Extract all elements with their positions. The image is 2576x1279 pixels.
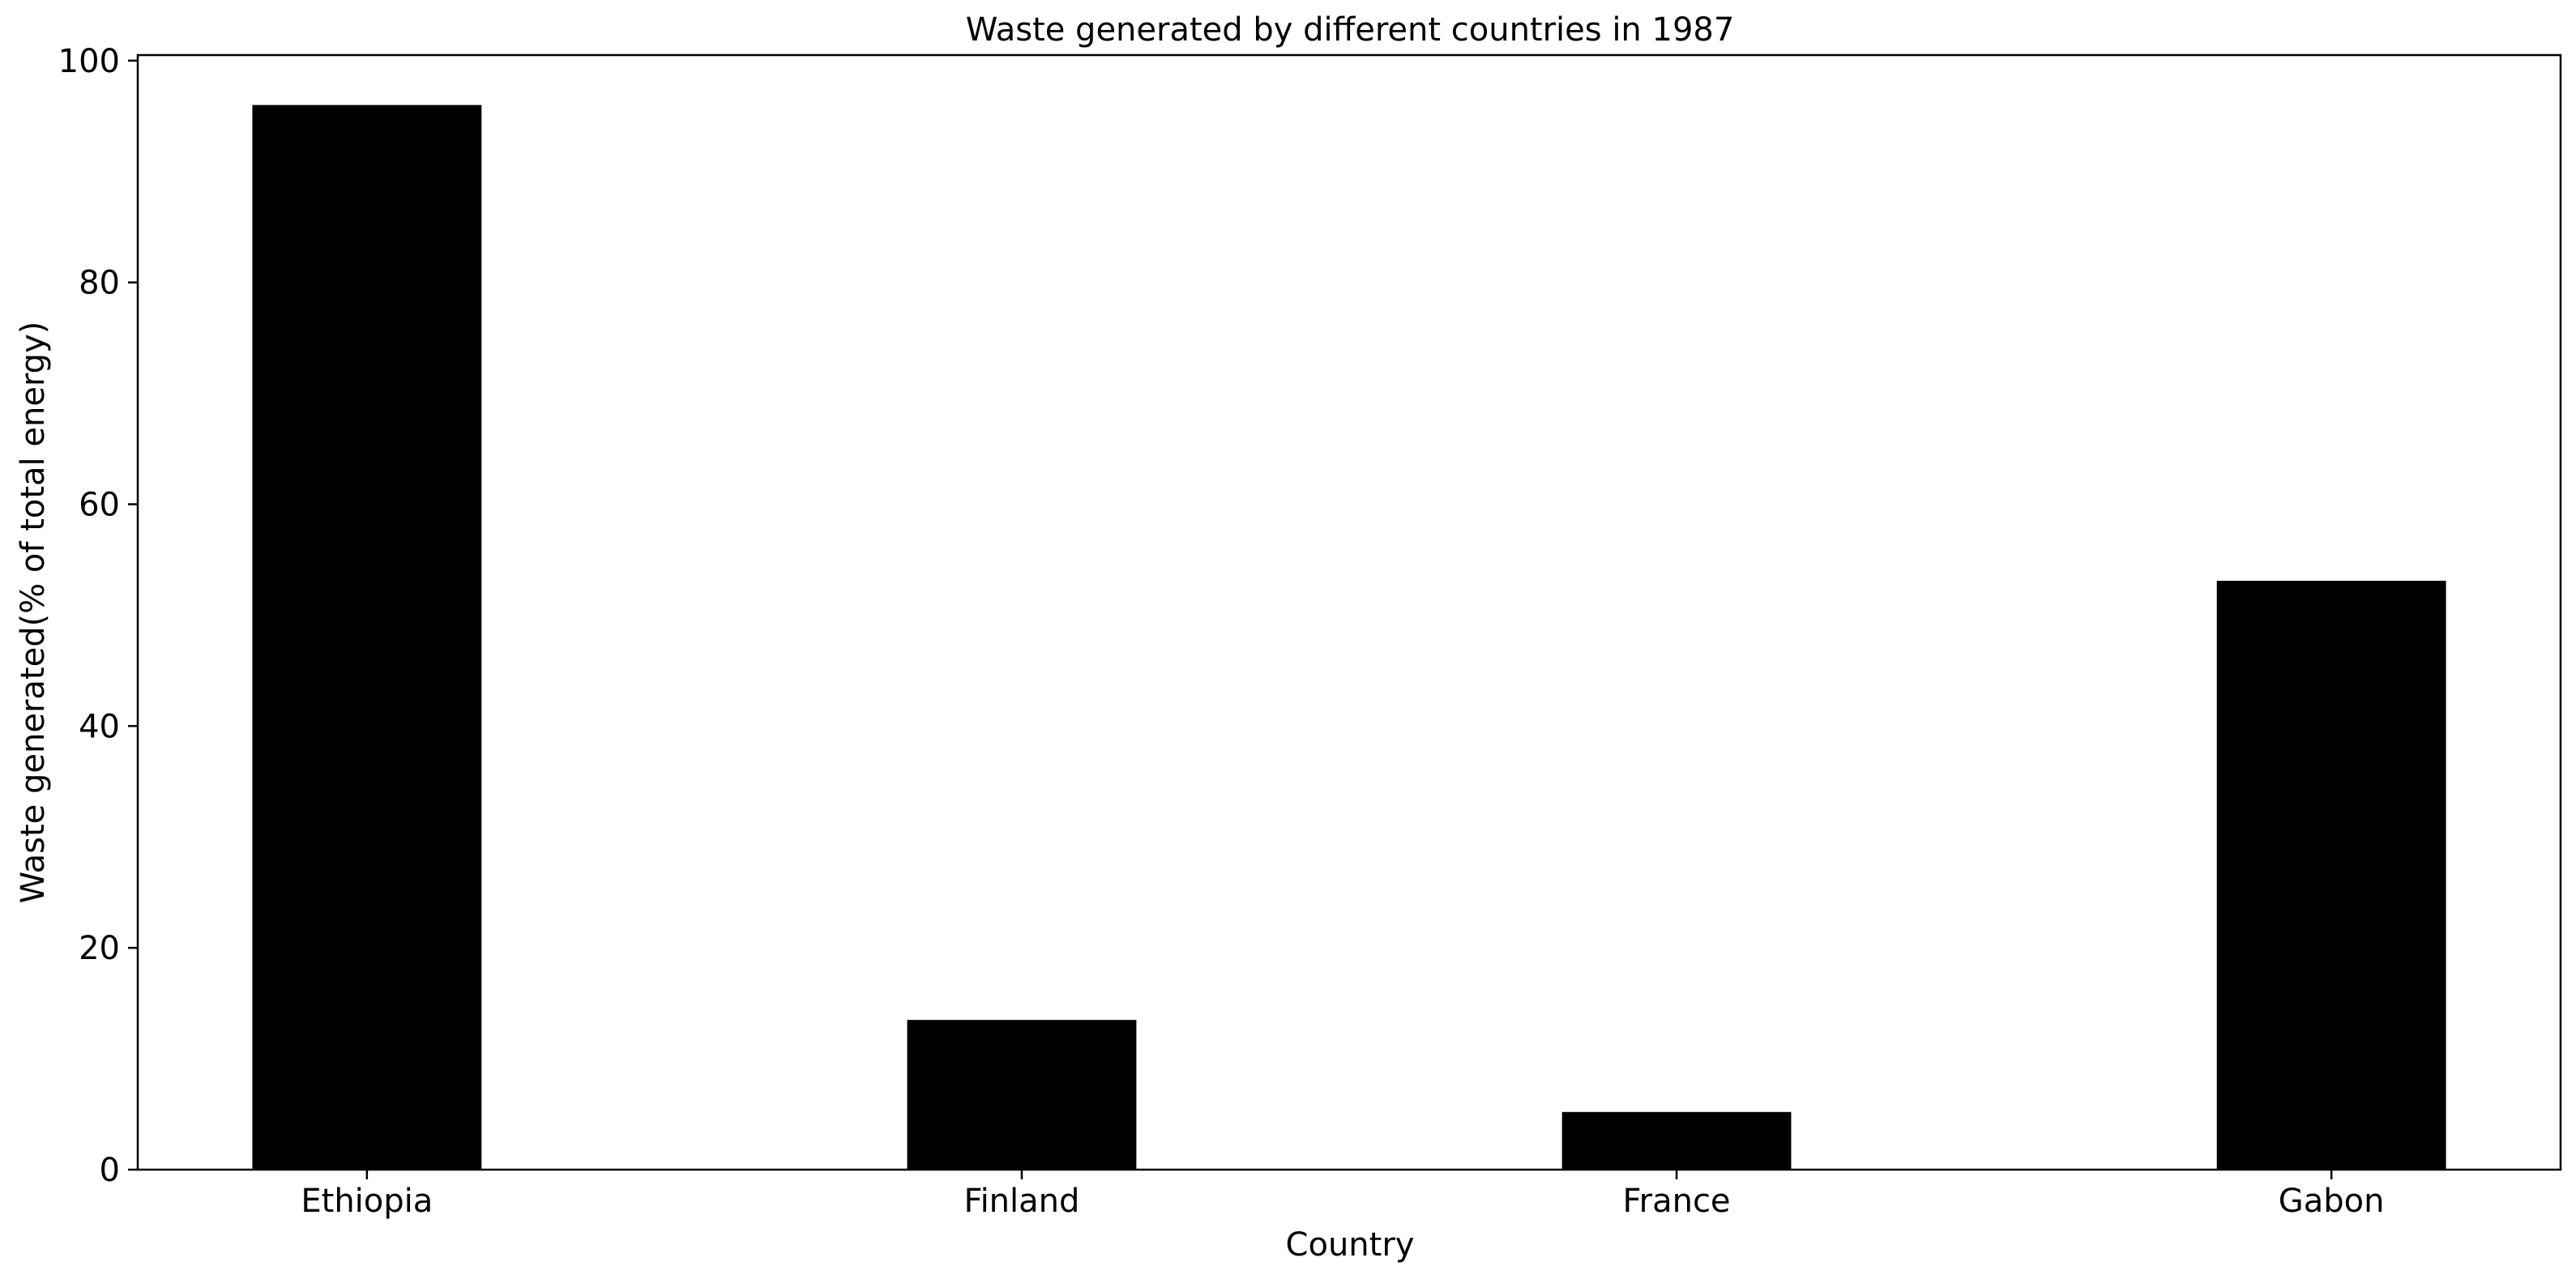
x-axis-label: Country [1286,1226,1415,1264]
y-tick-label: 100 [58,43,120,80]
y-axis-label: Waste generated(% of total energy) [15,322,52,904]
chart-title: Waste generated by different countries i… [966,11,1735,49]
x-axis-ticks: Ethiopia Finland France Gabon [301,1170,2385,1220]
y-tick-label: 60 [79,487,120,524]
bar-ethiopia [252,104,482,1170]
y-tick-label: 20 [79,930,120,967]
bar-finland [907,1020,1137,1170]
x-tick-label: France [1623,1183,1731,1220]
plot-frame [136,53,2562,1171]
y-tick-label: 40 [79,708,120,745]
x-tick-label: Ethiopia [301,1183,433,1220]
bar-gabon [2216,580,2446,1170]
y-tick-label: 80 [79,265,120,302]
bars-group [252,104,2446,1170]
x-tick-label: Finland [963,1183,1079,1220]
y-axis-ticks: 0 20 40 60 80 100 [58,43,138,1189]
x-tick-label: Gabon [2279,1183,2385,1220]
y-tick-label: 0 [100,1152,120,1189]
bar-france [1561,1111,1792,1170]
